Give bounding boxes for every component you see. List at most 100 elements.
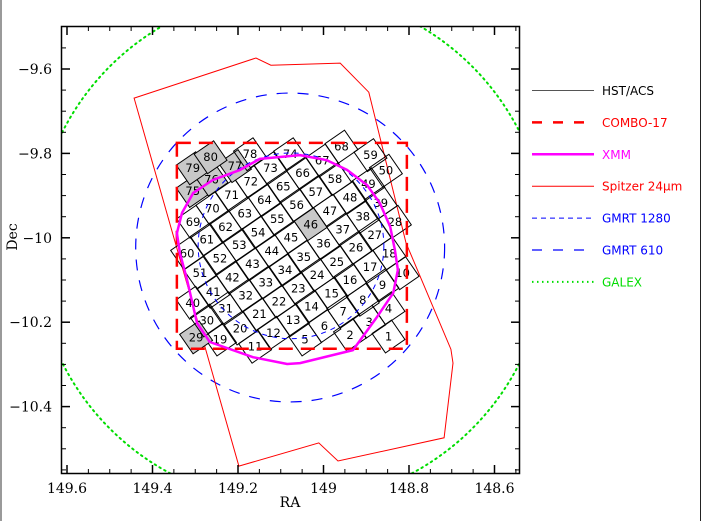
tile-outline bbox=[338, 230, 374, 265]
hst-acs-tile bbox=[222, 227, 257, 263]
legend-item: GMRT 610 bbox=[532, 244, 663, 258]
tile-label: 35 bbox=[296, 250, 311, 264]
tile-label: 54 bbox=[251, 225, 266, 239]
tile-label: 53 bbox=[232, 238, 247, 252]
hst-acs-tile bbox=[345, 199, 380, 234]
tile-outline bbox=[345, 199, 380, 234]
tile-label: 14 bbox=[304, 300, 319, 314]
legend-item: HST/ACS bbox=[532, 84, 654, 98]
legend-label: GMRT 1280 bbox=[602, 212, 671, 226]
combo-17-box bbox=[175, 141, 409, 351]
tile-outline bbox=[351, 167, 386, 202]
tile-outline bbox=[353, 137, 388, 173]
tile-label: 43 bbox=[245, 257, 260, 271]
tile-label: 7 bbox=[340, 305, 347, 319]
tile-outline bbox=[175, 285, 210, 320]
tile-label: 25 bbox=[329, 255, 344, 269]
legend: HST/ACS COMBO-17 XMM Spitzer 24μm GMRT 1280 G… bbox=[532, 84, 682, 289]
tile-label: 34 bbox=[278, 263, 293, 277]
xmm-outline bbox=[175, 153, 400, 366]
hst-acs-tile bbox=[326, 294, 361, 329]
x-tick-label: 149.2 bbox=[218, 481, 258, 497]
tile-label: 29 bbox=[189, 330, 204, 344]
tile-label: 28 bbox=[388, 215, 403, 229]
tile-label: 21 bbox=[252, 307, 267, 321]
tile-label: 49 bbox=[361, 177, 376, 191]
y-tick-label: −10.2 bbox=[9, 315, 52, 331]
gmrt-1280-circle bbox=[197, 152, 385, 340]
legend-label: Spitzer 24μm bbox=[602, 180, 682, 194]
tile-label: 42 bbox=[225, 271, 240, 285]
x-tick-label: 149.4 bbox=[132, 481, 172, 497]
tile-label: 50 bbox=[379, 164, 394, 178]
legend-item: GMRT 1280 bbox=[532, 212, 671, 226]
hst-acs-tile bbox=[317, 161, 353, 197]
y-tick-label: −10.4 bbox=[9, 400, 52, 416]
y-tick-label: −10 bbox=[22, 231, 52, 247]
tile-label: 4 bbox=[385, 301, 392, 315]
x-tick-label: 148.8 bbox=[389, 481, 429, 497]
hst-acs-tile bbox=[178, 320, 214, 355]
tile-outline bbox=[368, 153, 404, 188]
tile-outline bbox=[232, 137, 268, 172]
y-axis-title: Dec bbox=[5, 223, 21, 251]
x-tick-label: 148.6 bbox=[474, 481, 514, 497]
tile-label: 66 bbox=[295, 166, 310, 180]
gmrt-610-circle bbox=[135, 92, 446, 403]
hst-acs-tile bbox=[215, 260, 250, 295]
axis-tick-labels: 149.6 149.4 149.2 149 148.8 148.6−9.6−9.8−10−… bbox=[9, 62, 515, 497]
tile-label: 41 bbox=[206, 285, 221, 299]
tile-label: 37 bbox=[335, 222, 350, 236]
tile-label: 75 bbox=[185, 184, 200, 198]
legend-label: XMM bbox=[602, 148, 631, 162]
plot-frame bbox=[60, 25, 521, 475]
tile-label: 33 bbox=[258, 276, 273, 290]
hst-acs-tile bbox=[189, 222, 224, 257]
tile-label: 30 bbox=[199, 314, 214, 328]
tile-label: 24 bbox=[310, 268, 325, 282]
hst-acs-tile bbox=[351, 167, 386, 202]
tile-outline bbox=[298, 174, 333, 209]
x-axis-title: RA bbox=[280, 495, 302, 511]
hst-acs-tile bbox=[338, 230, 374, 265]
tile-label: 47 bbox=[323, 204, 338, 218]
tile-label: 79 bbox=[185, 161, 200, 175]
legend-item: XMM bbox=[532, 148, 631, 162]
tile-label: 17 bbox=[363, 260, 378, 274]
x-tick-label: 149.6 bbox=[47, 481, 87, 497]
hst-acs-tile bbox=[248, 265, 283, 300]
tile-outline bbox=[222, 227, 257, 263]
tile-label: 3 bbox=[366, 315, 373, 329]
hst-acs-tile bbox=[232, 137, 268, 172]
hst-acs-tile bbox=[273, 137, 308, 172]
tile-outline bbox=[189, 303, 224, 338]
y-tick-label: −9.8 bbox=[18, 146, 52, 162]
tile-label: 73 bbox=[263, 161, 278, 175]
legend-label: COMBO-17 bbox=[602, 116, 668, 130]
hst-acs-tile bbox=[298, 174, 333, 209]
hst-acs-tile bbox=[189, 303, 224, 338]
tile-label: 15 bbox=[324, 287, 339, 301]
hst-acs-tile bbox=[175, 285, 210, 320]
tile-label: 32 bbox=[238, 289, 253, 303]
tile-outline bbox=[215, 260, 250, 295]
hst-acs-tile bbox=[324, 129, 359, 164]
tile-label: 5 bbox=[301, 333, 308, 347]
tile-label: 71 bbox=[224, 188, 239, 202]
legend-item: Spitzer 24μm bbox=[532, 180, 682, 194]
tile-label: 64 bbox=[257, 193, 272, 207]
tile-label: 12 bbox=[266, 326, 281, 340]
axis-ticks bbox=[62, 27, 519, 473]
hst-acs-tile bbox=[353, 137, 388, 173]
tile-label: 74 bbox=[283, 147, 298, 161]
tile-label: 1 bbox=[385, 330, 392, 344]
tile-outline bbox=[248, 265, 283, 300]
tile-label: 61 bbox=[199, 233, 214, 247]
spitzer-24um-outline bbox=[133, 57, 454, 467]
x-tick-label: 149 bbox=[310, 481, 337, 497]
tile-outline bbox=[324, 129, 359, 164]
tile-outline bbox=[178, 320, 214, 355]
tile-label: 80 bbox=[203, 150, 218, 164]
tile-label: 57 bbox=[308, 185, 323, 199]
